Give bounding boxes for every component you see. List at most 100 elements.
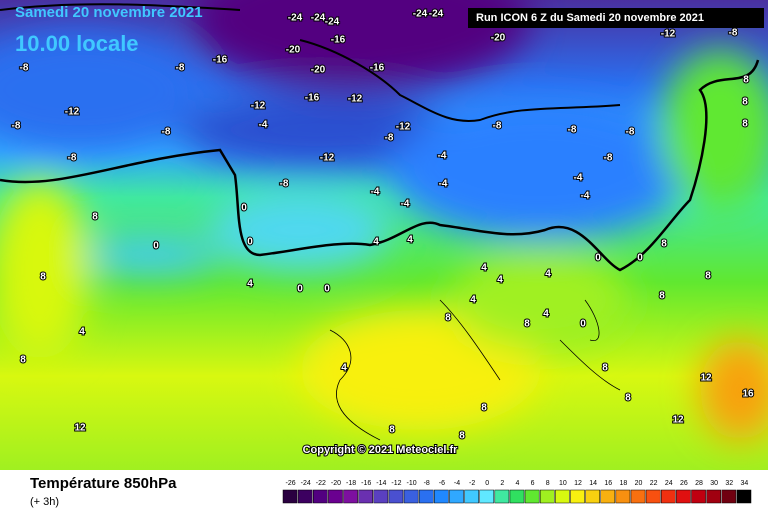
scale-label: 10 bbox=[559, 480, 567, 487]
scale-swatch bbox=[645, 489, 661, 504]
scale-label: -12 bbox=[391, 480, 401, 487]
scale-label: -24 bbox=[301, 480, 311, 487]
isotherm-label: 8 bbox=[481, 403, 487, 414]
isotherm-label: 0 bbox=[637, 253, 643, 264]
scale-label: 2 bbox=[500, 480, 504, 487]
map-background bbox=[0, 0, 768, 470]
isotherm-label: -4 bbox=[438, 151, 447, 162]
isotherm-label: 0 bbox=[580, 319, 586, 330]
isotherm-label: 4 bbox=[79, 327, 85, 338]
isotherm-label: -20 bbox=[311, 65, 326, 76]
isotherm-label: 4 bbox=[543, 309, 549, 320]
isotherm-label: -24 bbox=[288, 13, 303, 24]
scale-swatch bbox=[736, 489, 752, 504]
scale-swatch bbox=[434, 489, 449, 504]
isotherm-label: -12 bbox=[348, 94, 363, 105]
scale-label: 32 bbox=[725, 480, 733, 487]
scale-swatch bbox=[343, 489, 358, 504]
scale-swatch bbox=[509, 489, 525, 504]
isotherm-label: -20 bbox=[491, 33, 506, 44]
date: Samedi 20 novembre 2021 bbox=[15, 4, 203, 21]
scale-swatch bbox=[479, 489, 495, 504]
scale-label: 14 bbox=[589, 480, 597, 487]
isotherm-label: 0 bbox=[241, 203, 247, 214]
scale-swatch bbox=[388, 489, 404, 504]
isotherm-label: 8 bbox=[445, 313, 451, 324]
isotherm-label: 0 bbox=[595, 253, 601, 264]
isotherm-label: -8 bbox=[729, 28, 738, 39]
isotherm-label: -16 bbox=[370, 63, 385, 74]
scale-label: 4 bbox=[516, 480, 520, 487]
isotherm-label: 4 bbox=[373, 237, 379, 248]
color-scale: -26 -24 -22 -20 -18 -16 -14 -12 -10 -8 -6 -4 -2 0 2 4 6 8… bbox=[282, 480, 752, 504]
scale-label: -20 bbox=[331, 480, 341, 487]
isotherm-label: 4 bbox=[481, 263, 487, 274]
isotherm-label: -20 bbox=[286, 45, 301, 56]
scale-label: 16 bbox=[604, 480, 612, 487]
isotherm-label: -4 bbox=[574, 173, 583, 184]
scale-swatch bbox=[464, 489, 479, 504]
scale-label: -14 bbox=[376, 480, 386, 487]
isotherm-label: -8 bbox=[176, 63, 185, 74]
scale-label: 24 bbox=[665, 480, 673, 487]
isotherm-label: 8 bbox=[659, 291, 665, 302]
isotherm-label: -12 bbox=[251, 101, 266, 112]
scale-label: 12 bbox=[574, 480, 582, 487]
isotherm-label: -4 bbox=[581, 191, 590, 202]
isotherm-label: -4 bbox=[259, 120, 268, 131]
isotherm-label: 12 bbox=[700, 373, 712, 384]
scale-swatch bbox=[706, 489, 721, 504]
isotherm-label: -12 bbox=[661, 29, 676, 40]
copyright: Copyright © 2021 Meteociel.fr bbox=[303, 444, 459, 456]
scale-label: -18 bbox=[346, 480, 356, 487]
isotherm-label: 4 bbox=[341, 363, 347, 374]
isotherm-label: -8 bbox=[604, 153, 613, 164]
scale-swatch bbox=[403, 489, 419, 504]
isotherm-label: -12 bbox=[396, 122, 411, 133]
isotherm-label: 0 bbox=[297, 284, 303, 295]
isotherm-label: 8 bbox=[742, 119, 748, 130]
isotherm-label: -24 bbox=[413, 9, 428, 20]
scale-swatch bbox=[282, 489, 298, 504]
isotherm-label: -4 bbox=[401, 199, 410, 210]
scale-label: -16 bbox=[361, 480, 371, 487]
isotherm-label: 12 bbox=[74, 423, 86, 434]
isotherm-label: -12 bbox=[65, 107, 80, 118]
scale-label: 20 bbox=[635, 480, 643, 487]
isotherm-label: 0 bbox=[153, 241, 159, 252]
scale-label: 0 bbox=[485, 480, 489, 487]
isotherm-label: -8 bbox=[162, 127, 171, 138]
scale-label: 22 bbox=[650, 480, 658, 487]
scale-label: 30 bbox=[710, 480, 718, 487]
isotherm-label: -24 bbox=[325, 17, 340, 28]
isotherm-label: 8 bbox=[20, 355, 26, 366]
isotherm-label: 4 bbox=[470, 295, 476, 306]
scale-swatch bbox=[297, 489, 313, 504]
isotherm-label: 8 bbox=[389, 425, 395, 436]
isotherm-label: 8 bbox=[459, 431, 465, 442]
isotherm-label: 8 bbox=[625, 393, 631, 404]
scale-label: -26 bbox=[286, 480, 296, 487]
scale-swatch bbox=[328, 489, 343, 504]
scale-label: 6 bbox=[531, 480, 535, 487]
isotherm-label: -8 bbox=[568, 125, 577, 136]
isotherm-label: -8 bbox=[385, 133, 394, 144]
isotherm-label: -4 bbox=[371, 187, 380, 198]
scale-swatch bbox=[615, 489, 631, 504]
scale-swatch bbox=[691, 489, 706, 504]
scale-swatch bbox=[358, 489, 374, 504]
run-box bbox=[468, 8, 764, 28]
scale-swatch bbox=[373, 489, 389, 504]
run-info: Run ICON 6 Z du Samedi 20 novembre 2021 bbox=[476, 12, 704, 24]
scale-swatch bbox=[555, 489, 570, 504]
isotherm-label: 8 bbox=[743, 75, 749, 86]
isotherm-label: -8 bbox=[12, 121, 21, 132]
isotherm-label: -8 bbox=[68, 153, 77, 164]
isotherm-label: -8 bbox=[493, 121, 502, 132]
isotherm-label: 8 bbox=[40, 272, 46, 283]
isotherm-label: -24 bbox=[429, 9, 444, 20]
isotherm-label: -8 bbox=[626, 127, 635, 138]
isotherm-label: 8 bbox=[92, 212, 98, 223]
scale-label: -4 bbox=[454, 480, 460, 487]
